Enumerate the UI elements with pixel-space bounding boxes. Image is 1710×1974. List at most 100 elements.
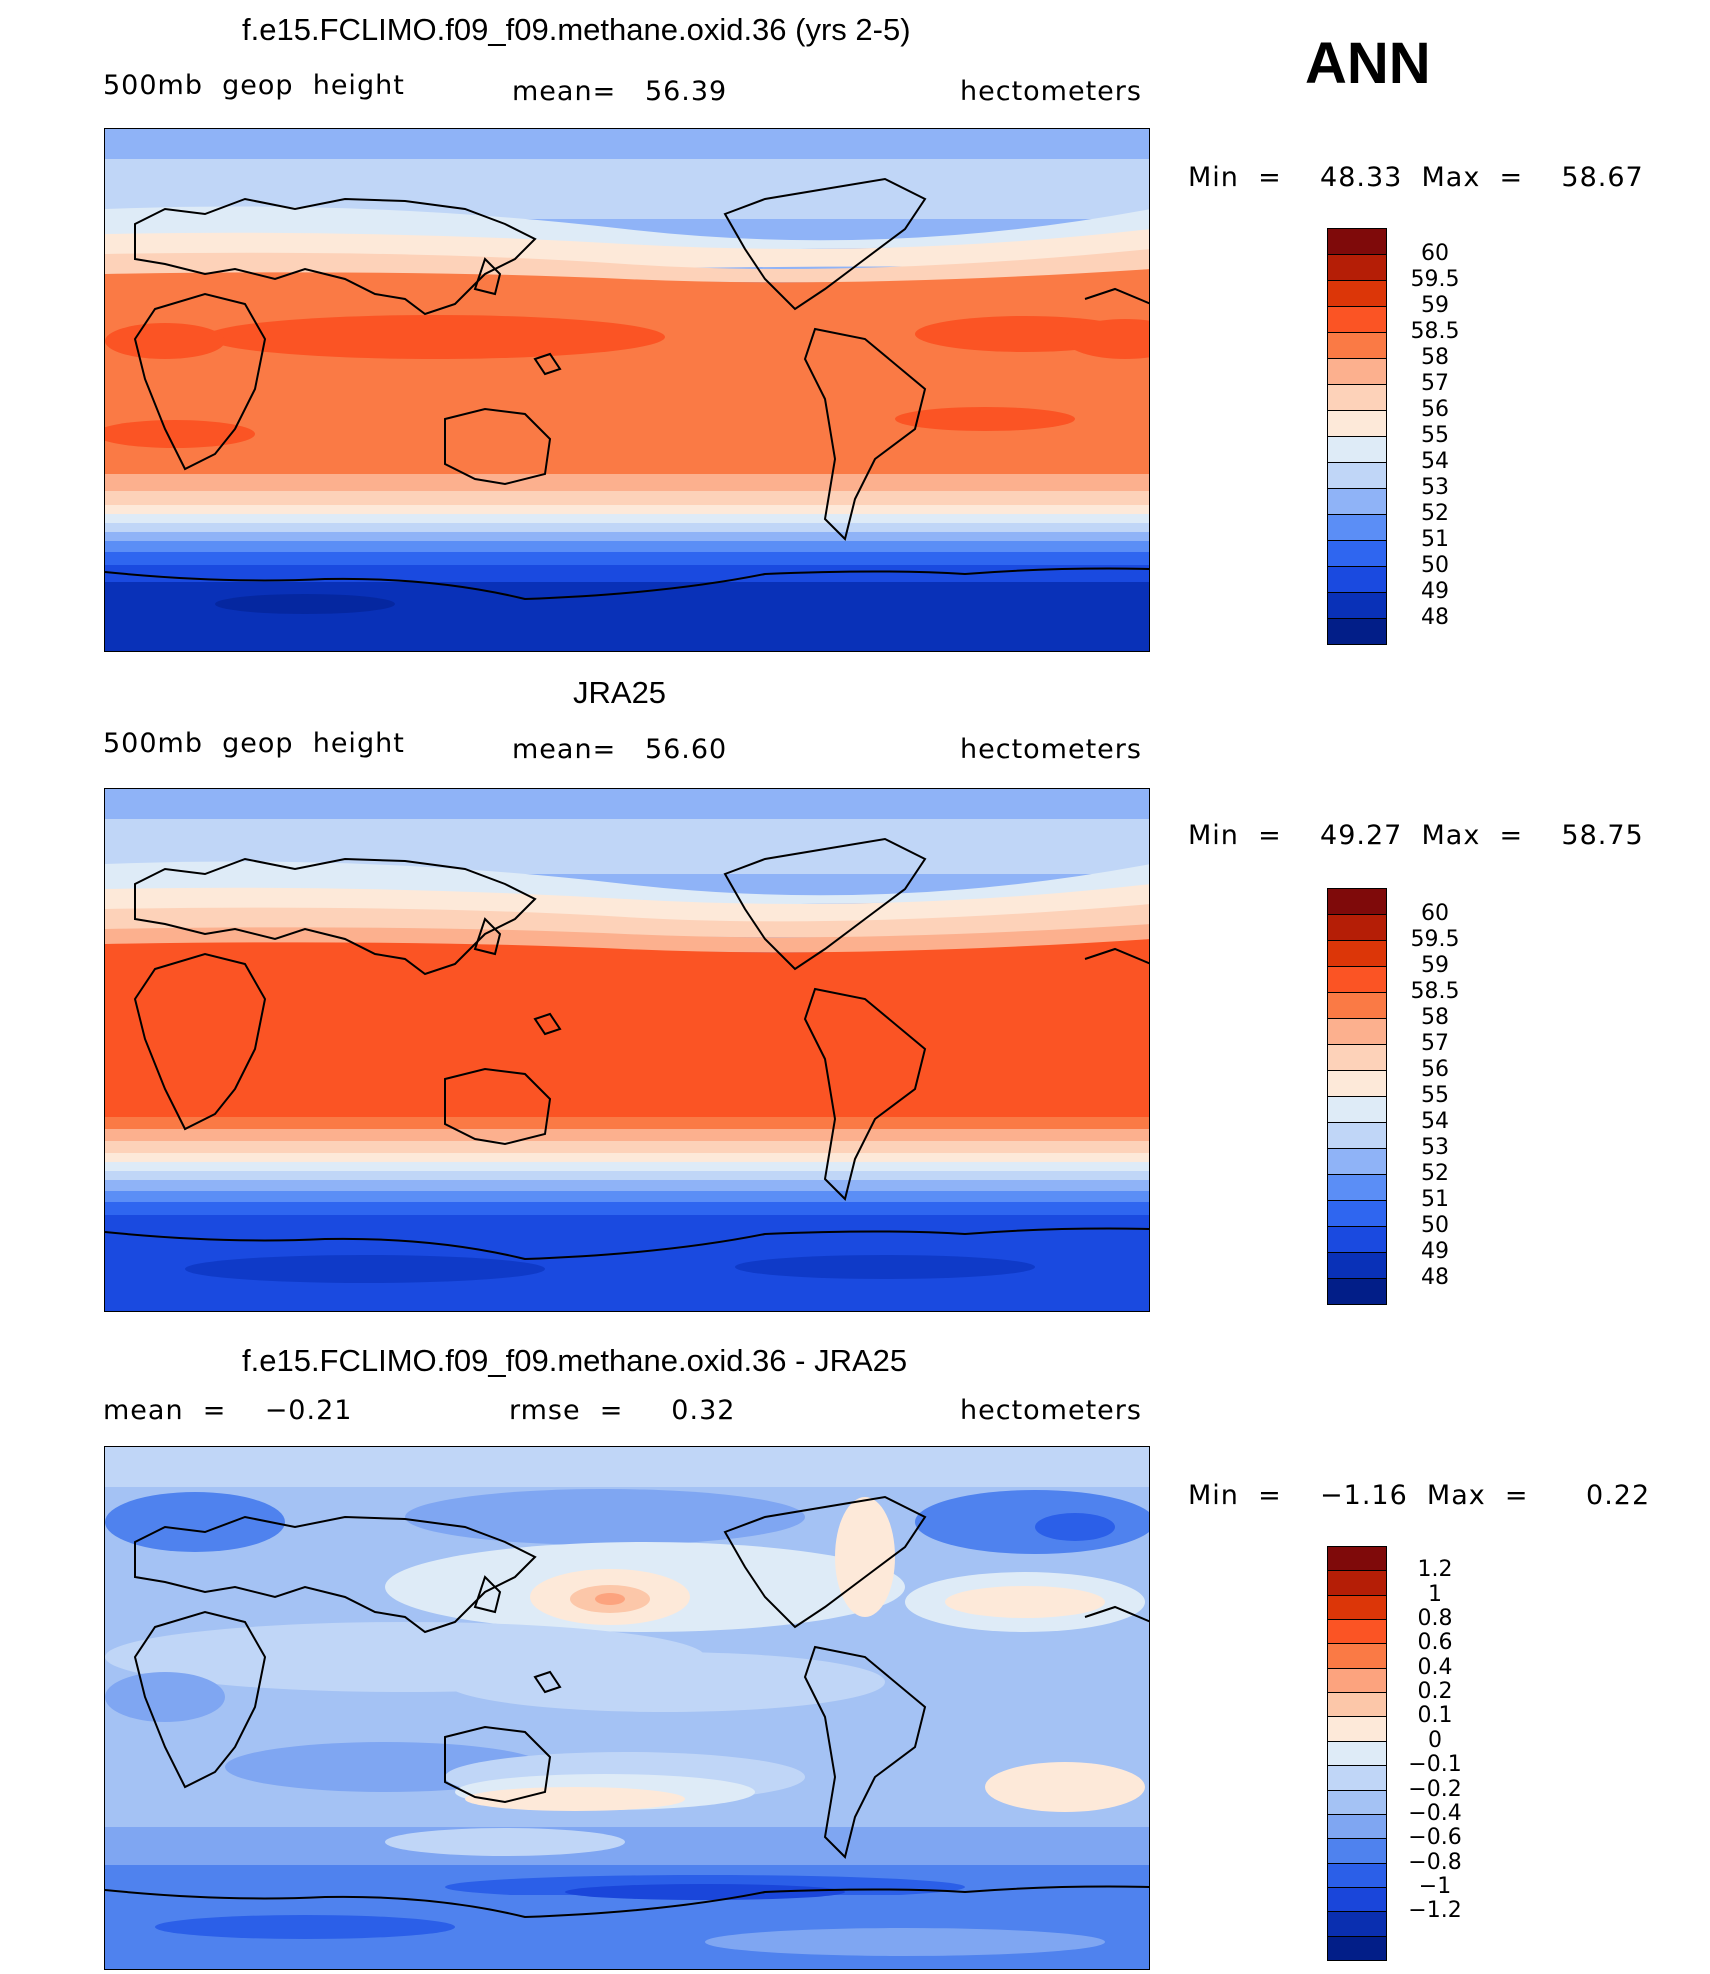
colorbar-tick-label: 49 [1421,1239,1449,1264]
colorbar-tick-label: 58.5 [1410,979,1460,1004]
colorbar-tick-label: 58.5 [1410,319,1460,344]
panel2-units-label: hectometers [960,734,1142,765]
colorbar-tick-label: 58 [1421,1005,1449,1030]
colorbar-swatch [1327,436,1387,463]
colorbar-swatch [1327,280,1387,307]
panel3-mean-label: mean = −0.21 [103,1395,353,1426]
colorbar-swatch [1327,1692,1387,1718]
colorbar-tick-label: 54 [1421,449,1449,474]
colorbar-swatch [1327,514,1387,541]
colorbar-swatch [1327,488,1387,515]
panel3-units-label: hectometers [960,1395,1142,1426]
colorbar-swatch [1327,1122,1387,1149]
colorbar-swatch [1327,1619,1387,1645]
panel1-map-svg [105,129,1149,651]
panel2-map-svg [105,789,1149,1311]
colorbar-swatch [1327,1226,1387,1253]
colorbar-tick-label: 55 [1421,1083,1449,1108]
colorbar-swatch [1327,1740,1387,1767]
panel2-min-max: Min = 49.27 Max = 58.75 [1188,820,1644,851]
colorbar-tick-label: 53 [1421,1135,1449,1160]
colorbar-tick-label: 50 [1421,1213,1449,1238]
colorbar-swatch [1327,1096,1387,1123]
colorbar-tick-label: 0.2 [1417,1679,1453,1705]
colorbar-swatch [1327,1044,1387,1071]
colorbar-tick-label: 48 [1421,605,1449,630]
colorbar-tick-label: 51 [1421,1187,1449,1212]
colorbar-tick-label: 0.1 [1417,1703,1453,1729]
panel1-title: f.e15.FCLIMO.f09_f09.methane.oxid.36 (yr… [242,12,911,47]
colorbar-swatch [1327,1935,1387,1961]
panel3-min-max: Min = −1.16 Max = 0.22 [1188,1480,1651,1511]
colorbar-swatch [1327,306,1387,333]
colorbar-tick-label: 1 [1428,1581,1442,1607]
colorbar-swatch [1327,1838,1387,1864]
colorbar-tick-label: 58 [1421,345,1449,370]
colorbar-swatch [1327,358,1387,385]
colorbar-swatch [1327,888,1387,915]
colorbar-swatch [1327,1911,1387,1937]
colorbar-swatch [1327,1278,1387,1305]
colorbar-tick-label: 56 [1421,397,1449,422]
colorbar-swatch [1327,566,1387,593]
colorbar-swatch [1327,1716,1387,1742]
colorbar-swatch [1327,1862,1387,1888]
panel1-left-label: 500mb geop height [103,70,405,101]
colorbar-swatch [1327,410,1387,437]
panel3-rmse-label: rmse = 0.32 [509,1395,736,1426]
colorbar-tick-label: 59 [1421,293,1449,318]
colorbar-tick-label: −1.2 [1408,1898,1462,1924]
colorbar-tick-label: 57 [1421,1031,1449,1056]
colorbar-tick-label: 0 [1428,1727,1442,1753]
panel1-colorbar: 60 59.5 59 58.5 58 57 56 55 54 53 52 51 50 49 48 [1327,228,1459,645]
colorbar-tick-label: 0.6 [1417,1630,1453,1656]
colorbar-swatch [1327,1070,1387,1097]
colorbar-swatch [1327,966,1387,993]
colorbar-swatch [1327,1148,1387,1175]
colorbar-swatch [1327,254,1387,281]
colorbar-tick-label: −0.2 [1408,1776,1462,1802]
colorbar-swatch [1327,384,1387,411]
panel1-mean-label: mean= 56.39 [512,76,728,107]
panel2-map [104,788,1150,1312]
colorbar-tick-label: 0.8 [1417,1606,1453,1632]
panel1-map [104,128,1150,652]
colorbar-swatch [1327,1886,1387,1913]
panel3-map [104,1446,1150,1970]
colorbar-swatch [1327,1174,1387,1201]
colorbar-swatch [1327,1667,1387,1694]
colorbar-swatch [1327,1594,1387,1621]
colorbar-tick-label: 57 [1421,371,1449,396]
panel3-title: f.e15.FCLIMO.f09_f09.methane.oxid.36 - J… [242,1343,908,1378]
colorbar-swatch [1327,228,1387,255]
colorbar-swatch [1327,1813,1387,1840]
colorbar-swatch [1327,1546,1387,1572]
colorbar-tick-label: −0.4 [1408,1800,1462,1826]
colorbar-tick-label: −0.8 [1408,1849,1462,1875]
colorbar-tick-label: 48 [1421,1265,1449,1290]
colorbar-swatch [1327,332,1387,359]
colorbar-swatch [1327,592,1387,619]
panel2-mean-label: mean= 56.60 [512,734,728,765]
panel2-title: JRA25 [573,675,667,710]
colorbar-tick-label: 49 [1421,579,1449,604]
colorbar-tick-label: 1.2 [1417,1557,1453,1583]
colorbar-swatch [1327,1200,1387,1227]
colorbar-tick-label: 60 [1421,241,1449,266]
colorbar-tick-label: 0.4 [1417,1654,1453,1680]
colorbar-swatch [1327,992,1387,1019]
colorbar-swatch [1327,462,1387,489]
colorbar-swatch [1327,1018,1387,1045]
colorbar-tick-label: 56 [1421,1057,1449,1082]
colorbar-swatch [1327,1643,1387,1669]
colorbar-tick-label: 60 [1421,901,1449,926]
colorbar-tick-label: 55 [1421,423,1449,448]
panel1-min-max: Min = 48.33 Max = 58.67 [1188,162,1644,193]
colorbar-tick-label: −0.1 [1408,1752,1462,1778]
colorbar-tick-label: 52 [1421,501,1449,526]
colorbar-swatch [1327,1789,1387,1815]
colorbar-swatch [1327,1765,1387,1791]
colorbar-swatch [1327,1252,1387,1279]
colorbar-tick-label: 51 [1421,527,1449,552]
colorbar-swatch [1327,914,1387,941]
